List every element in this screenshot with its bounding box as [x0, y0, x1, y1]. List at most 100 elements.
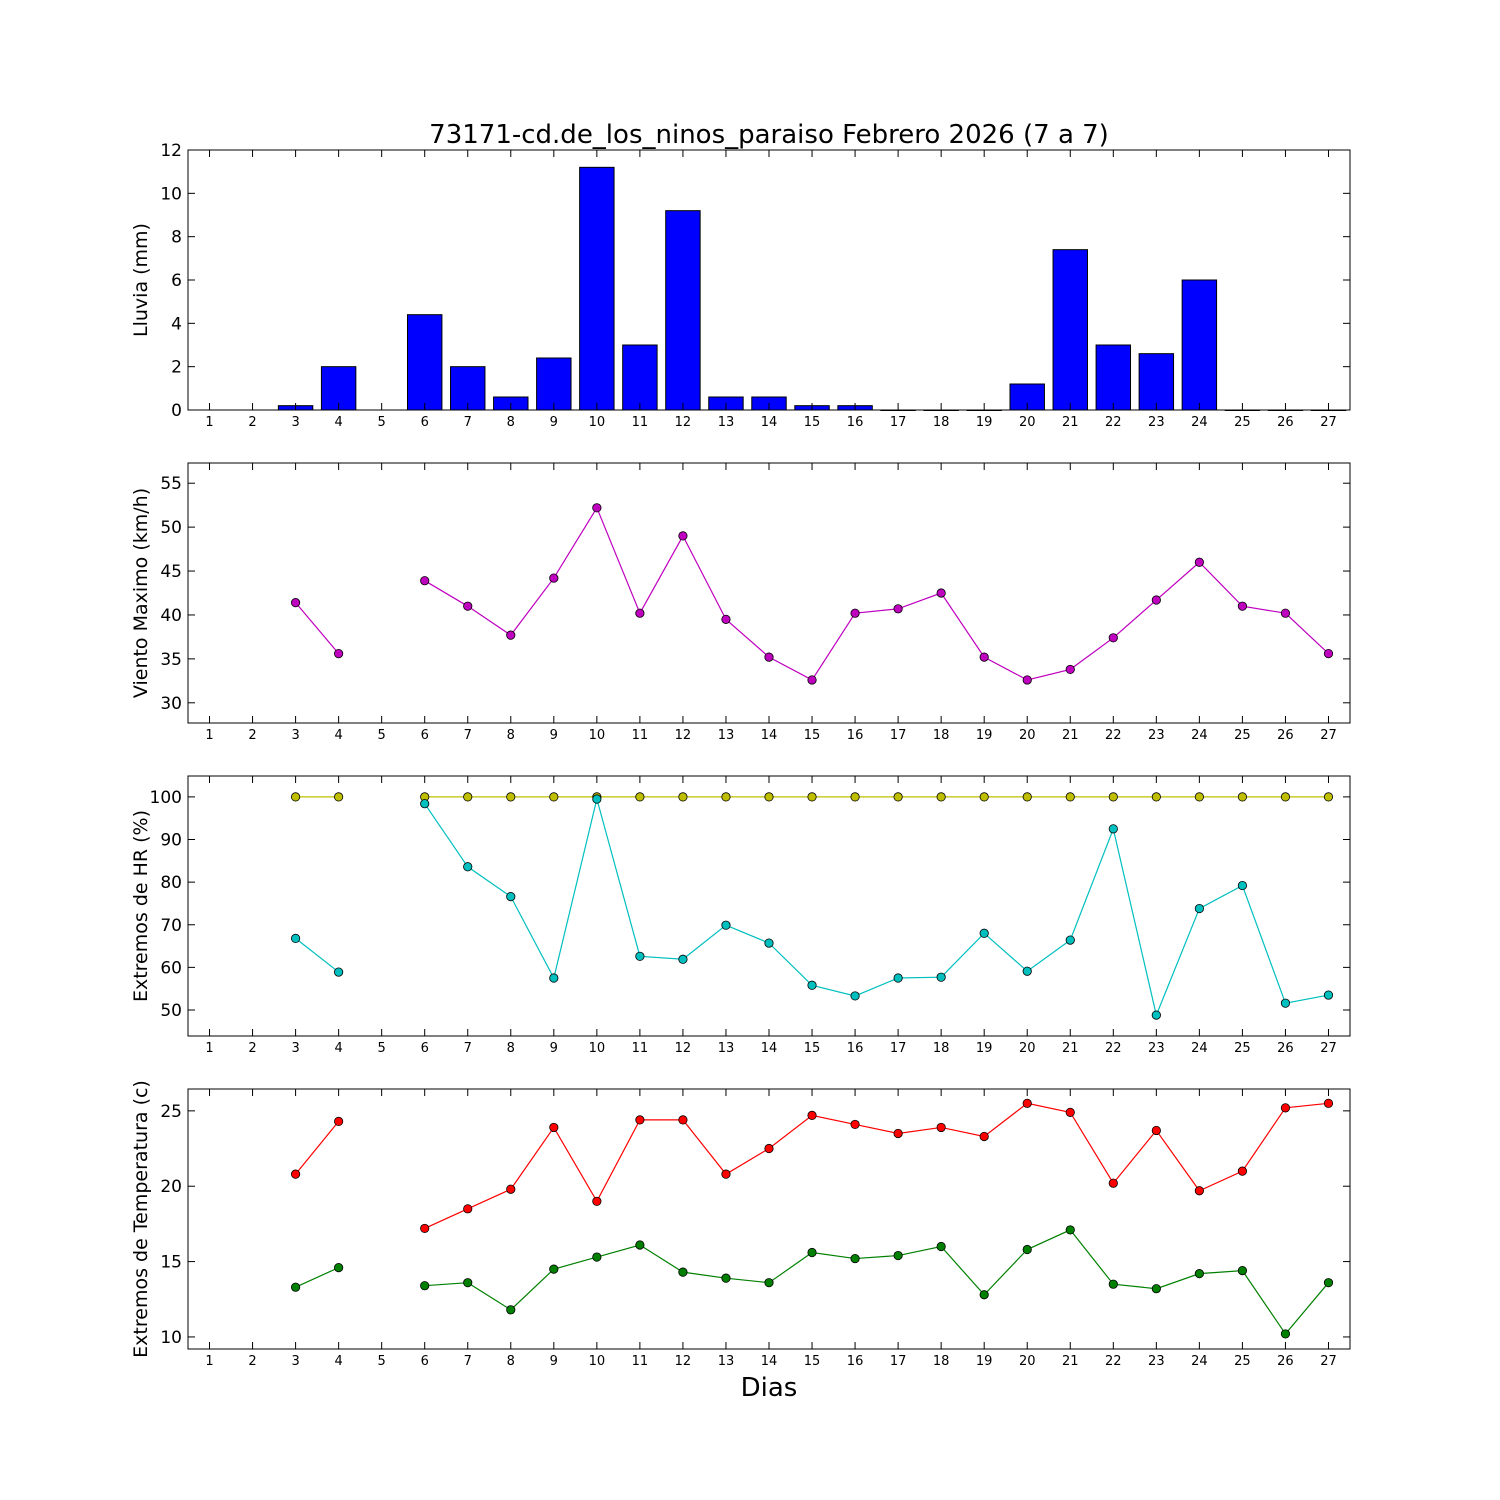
point-series-2-day-21 [1065, 935, 1075, 945]
bar-day-9 [536, 357, 572, 411]
x-tick-label: 19 [976, 728, 993, 743]
point-series-1-day-25 [1237, 601, 1248, 611]
point-series-2-day-14 [764, 1278, 774, 1288]
point-series-1-day-8 [506, 792, 516, 802]
point-series-2-day-12 [678, 954, 688, 964]
point-series-1-day-25 [1237, 1166, 1248, 1176]
x-tick-label: 18 [933, 1041, 950, 1056]
x-tick-label: 17 [890, 1354, 907, 1369]
x-tick-label: 8 [507, 1041, 515, 1056]
x-tick-label: 3 [291, 415, 299, 430]
x-tick-label: 26 [1277, 415, 1294, 430]
x-tick-label: 15 [804, 728, 821, 743]
point-series-1-day-7 [463, 792, 473, 802]
point-series-1-day-27 [1323, 1098, 1334, 1108]
y-tick-label: 15 [160, 1253, 182, 1273]
x-tick-label: 16 [847, 415, 864, 430]
y-tick-label: 8 [171, 228, 182, 248]
point-series-2-day-16 [850, 1253, 860, 1264]
point-series-1-day-18 [936, 1122, 946, 1133]
x-tick-label: 13 [718, 415, 735, 430]
point-series-2-day-17 [893, 1250, 903, 1261]
point-series-2-day-25 [1237, 1266, 1248, 1276]
point-series-2-day-9 [549, 973, 559, 983]
x-tick-label: 4 [334, 728, 342, 743]
bar-day-21 [1052, 249, 1088, 411]
point-series-1-day-19 [979, 652, 989, 662]
point-series-2-day-10 [592, 794, 602, 804]
point-series-1-day-22 [1108, 633, 1118, 643]
point-series-1-day-4 [334, 649, 344, 659]
point-series-2-day-21 [1065, 1225, 1075, 1235]
y-tick-label: 30 [160, 694, 182, 714]
point-series-2-day-15 [807, 980, 817, 990]
x-tick-label: 4 [334, 1354, 342, 1369]
point-series-2-day-13 [721, 1273, 731, 1283]
x-tick-label: 23 [1148, 415, 1165, 430]
x-tick-label: 8 [507, 728, 515, 743]
x-tick-label: 6 [421, 728, 429, 743]
point-series-1-day-13 [721, 792, 731, 802]
point-series-1-day-15 [807, 675, 817, 685]
point-series-1-day-20 [1022, 792, 1032, 802]
bar-day-6 [406, 314, 443, 411]
point-series-2-day-27 [1323, 990, 1334, 1000]
point-series-2-day-19 [979, 1290, 989, 1300]
point-series-1-day-7 [463, 601, 473, 611]
x-tick-label: 27 [1320, 1354, 1337, 1369]
point-series-1-day-6 [420, 576, 430, 586]
x-tick-label: 11 [632, 1354, 649, 1369]
point-series-1-day-26 [1280, 792, 1291, 802]
point-series-1-day-9 [549, 1122, 559, 1133]
point-series-2-day-4 [334, 967, 344, 977]
series-line-1-segment-1 [295, 1121, 340, 1175]
y-tick-label: 12 [160, 141, 182, 161]
x-tick-label: 12 [675, 728, 692, 743]
point-series-1-day-3 [290, 792, 301, 802]
x-tick-label: 21 [1062, 1354, 1079, 1369]
point-series-2-day-20 [1022, 966, 1032, 976]
x-tick-label: 15 [804, 1354, 821, 1369]
point-series-1-day-15 [807, 792, 817, 802]
point-series-1-day-10 [592, 1196, 602, 1206]
point-series-1-day-12 [678, 531, 688, 541]
x-tick-label: 11 [632, 728, 649, 743]
point-series-2-day-15 [807, 1247, 817, 1258]
point-series-2-day-18 [936, 1241, 946, 1252]
point-series-2-day-9 [549, 1264, 559, 1274]
x-tick-label: 2 [248, 1354, 256, 1369]
y-axis-label: Viento Maximo (km/h) [130, 488, 152, 698]
point-series-2-day-3 [290, 933, 301, 943]
point-series-2-day-11 [635, 951, 645, 961]
x-tick-label: 9 [550, 415, 558, 430]
x-tick-label: 21 [1062, 728, 1079, 743]
y-tick-label: 6 [171, 271, 182, 291]
point-series-2-day-6 [420, 1281, 430, 1291]
point-series-2-day-14 [764, 938, 774, 948]
x-tick-label: 22 [1105, 1354, 1122, 1369]
point-series-2-day-8 [506, 892, 516, 902]
point-series-1-day-17 [893, 604, 903, 614]
point-series-1-day-11 [635, 1115, 645, 1125]
point-series-1-day-21 [1065, 664, 1075, 675]
point-series-1-day-9 [549, 792, 559, 802]
x-tick-label: 25 [1234, 728, 1251, 743]
point-series-1-day-22 [1108, 792, 1118, 802]
bar-day-23 [1138, 353, 1175, 411]
x-tick-label: 6 [421, 1354, 429, 1369]
x-axis-label: Dias [741, 1373, 798, 1403]
x-tick-label: 18 [933, 415, 950, 430]
point-series-1-day-12 [678, 792, 688, 802]
x-tick-label: 11 [632, 415, 649, 430]
point-series-1-day-11 [635, 792, 645, 802]
point-series-1-day-27 [1323, 649, 1334, 659]
point-series-2-day-13 [721, 920, 731, 930]
x-tick-label: 1 [205, 1354, 213, 1369]
point-series-2-day-10 [592, 1252, 602, 1262]
point-series-1-day-23 [1151, 595, 1161, 605]
series-line-2-segment-2 [424, 798, 1329, 1018]
